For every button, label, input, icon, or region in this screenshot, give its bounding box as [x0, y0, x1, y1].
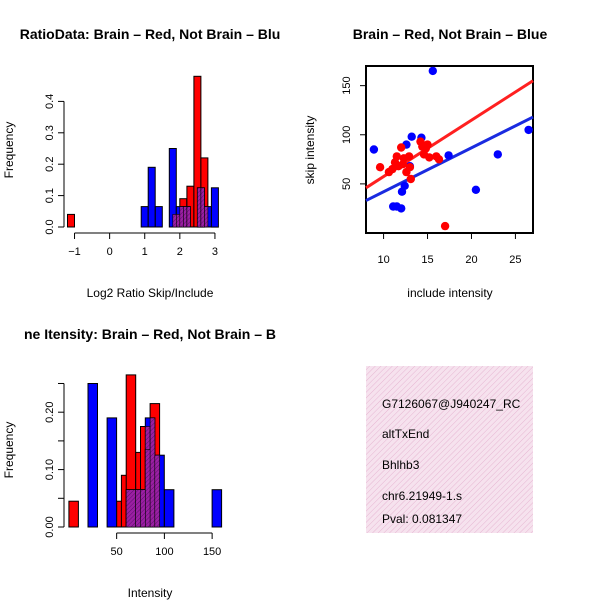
blue-bar-6 [163, 489, 175, 528]
intensity-histogram-title: ne Itensity: Brain – Red, Not Brain – B [24, 326, 276, 342]
scatter-x-tick-label-1: 15 [421, 254, 433, 266]
overlap-bar-7 [204, 206, 209, 228]
intensity-histogram-bars [68, 374, 223, 528]
genomic-location: chr6.21949-1.s [382, 489, 462, 503]
x-tick-label-1: 0 [107, 246, 113, 258]
intensity-histogram-axes: 50 100 150 0.00 0.10 0.20 [44, 382, 221, 558]
overlap-bar-1 [176, 214, 181, 228]
y-tick-label-1: 0.1 [44, 188, 56, 203]
x-tick-label-2: 150 [203, 546, 221, 558]
blue-bar-2 [154, 206, 163, 228]
scatter-plot-frame [365, 65, 534, 234]
scatter-x-tick-label-3: 25 [509, 254, 521, 266]
blue-bar-1 [106, 417, 118, 528]
x-tick-label-1: 100 [155, 546, 173, 558]
scatter-x-tick-label-0: 10 [377, 254, 389, 266]
red-point-21 [440, 221, 450, 231]
y-tick-label-1: 0.10 [44, 459, 56, 480]
intensity-histogram-ylabel: Frequency [2, 422, 16, 479]
overlap-bar-7 [154, 454, 160, 528]
scatter-y-tick-label-2: 150 [341, 76, 353, 94]
y-tick-label-0: 0.00 [44, 516, 56, 537]
intensity-scatter-title: Brain – Red, Not Brain – Blue [353, 26, 548, 42]
blue-point-3 [397, 204, 406, 213]
red-bar-0 [67, 213, 75, 228]
red-point-4 [392, 152, 401, 161]
overlap-bar-5 [197, 187, 202, 228]
red-bar-0 [68, 500, 79, 528]
info-panel-background [366, 366, 533, 533]
intensity-histogram-panel: ne Itensity: Brain – Red, Not Brain – B … [2, 326, 276, 600]
blue-point-8 [407, 132, 416, 141]
ratio-histogram-axes: −1 0 1 2 3 0.0 0.1 0.2 0.3 0.4 [44, 94, 218, 258]
ratio-histogram-panel: RatioData: Brain – Red, Not Brain – Blu … [2, 26, 280, 300]
ratio-histogram-title: RatioData: Brain – Red, Not Brain – Blu [20, 26, 281, 42]
red-point-18 [425, 153, 434, 162]
overlap-bar-6 [200, 187, 205, 228]
probe-id: G7126067@J940247_RC [382, 397, 521, 411]
intensity-scatter-panel: Brain – Red, Not Brain – Blue 10 15 20 25 50… [303, 26, 547, 300]
overlap-bar-2 [179, 206, 184, 228]
scatter-points [369, 66, 533, 231]
ratio-histogram-bars [67, 75, 219, 228]
red-point-0 [375, 163, 385, 172]
blue-point-5 [400, 181, 409, 190]
overlap-bar-0 [172, 214, 177, 228]
y-tick-label-2: 0.20 [44, 401, 56, 422]
blue-bar-8 [210, 187, 219, 228]
scatter-y-tick-label-0: 50 [341, 178, 353, 190]
event-type: altTxEnd [382, 427, 429, 441]
y-tick-label-2: 0.2 [44, 157, 56, 172]
blue-bar-7 [211, 489, 223, 528]
blue-point-10 [428, 66, 437, 76]
blue-bar-1 [147, 166, 156, 228]
p-value: Pval: 0.081347 [382, 512, 462, 526]
info-panel: G7126067@J940247_RC altTxEnd Bhlhb3 chr6… [366, 366, 600, 533]
overlap-bar-4 [186, 206, 191, 228]
overlap-bar-1 [125, 489, 136, 528]
red-point-20 [434, 155, 444, 164]
scatter-x-tick-label-2: 20 [465, 254, 477, 266]
y-tick-label-3: 0.3 [44, 125, 56, 140]
blue-point-11 [444, 151, 453, 160]
ratio-histogram-xlabel: Log2 Ratio Skip/Include [87, 286, 214, 300]
intensity-histogram-xlabel: Intensity [128, 586, 173, 600]
blue-point-13 [493, 150, 502, 159]
y-tick-label-0: 0.0 [44, 219, 56, 234]
red-point-6 [397, 143, 406, 152]
overlap-bar-6 [149, 417, 156, 528]
red-point-10 [404, 152, 414, 161]
overlap-bar-3 [140, 489, 146, 528]
blue-point-14 [524, 125, 533, 135]
ratio-histogram-ylabel: Frequency [2, 122, 16, 179]
x-tick-label-0: 50 [111, 546, 123, 558]
intensity-scatter-ylabel: skip intensity [303, 116, 317, 185]
blue-bar-0 [87, 383, 98, 528]
gene-name: Bhlhb3 [382, 458, 420, 472]
red-point-17 [423, 140, 432, 149]
x-tick-label-0: −1 [68, 246, 81, 258]
blue-point-0 [369, 145, 379, 154]
red-point-12 [406, 174, 415, 184]
scatter-y-tick-label-1: 100 [341, 126, 353, 144]
intensity-scatter-axes: 10 15 20 25 50 100 150 [341, 76, 522, 266]
overlap-bar-3 [183, 206, 188, 228]
y-tick-label-4: 0.4 [44, 94, 56, 109]
x-tick-label-4: 3 [212, 246, 218, 258]
x-tick-label-3: 2 [177, 246, 183, 258]
blue-point-12 [471, 185, 481, 194]
intensity-scatter-xlabel: include intensity [407, 286, 492, 300]
x-tick-label-2: 1 [142, 246, 148, 258]
regression-lines [365, 79, 534, 202]
blue-bar-0 [140, 206, 149, 228]
red-point-11 [405, 163, 415, 172]
